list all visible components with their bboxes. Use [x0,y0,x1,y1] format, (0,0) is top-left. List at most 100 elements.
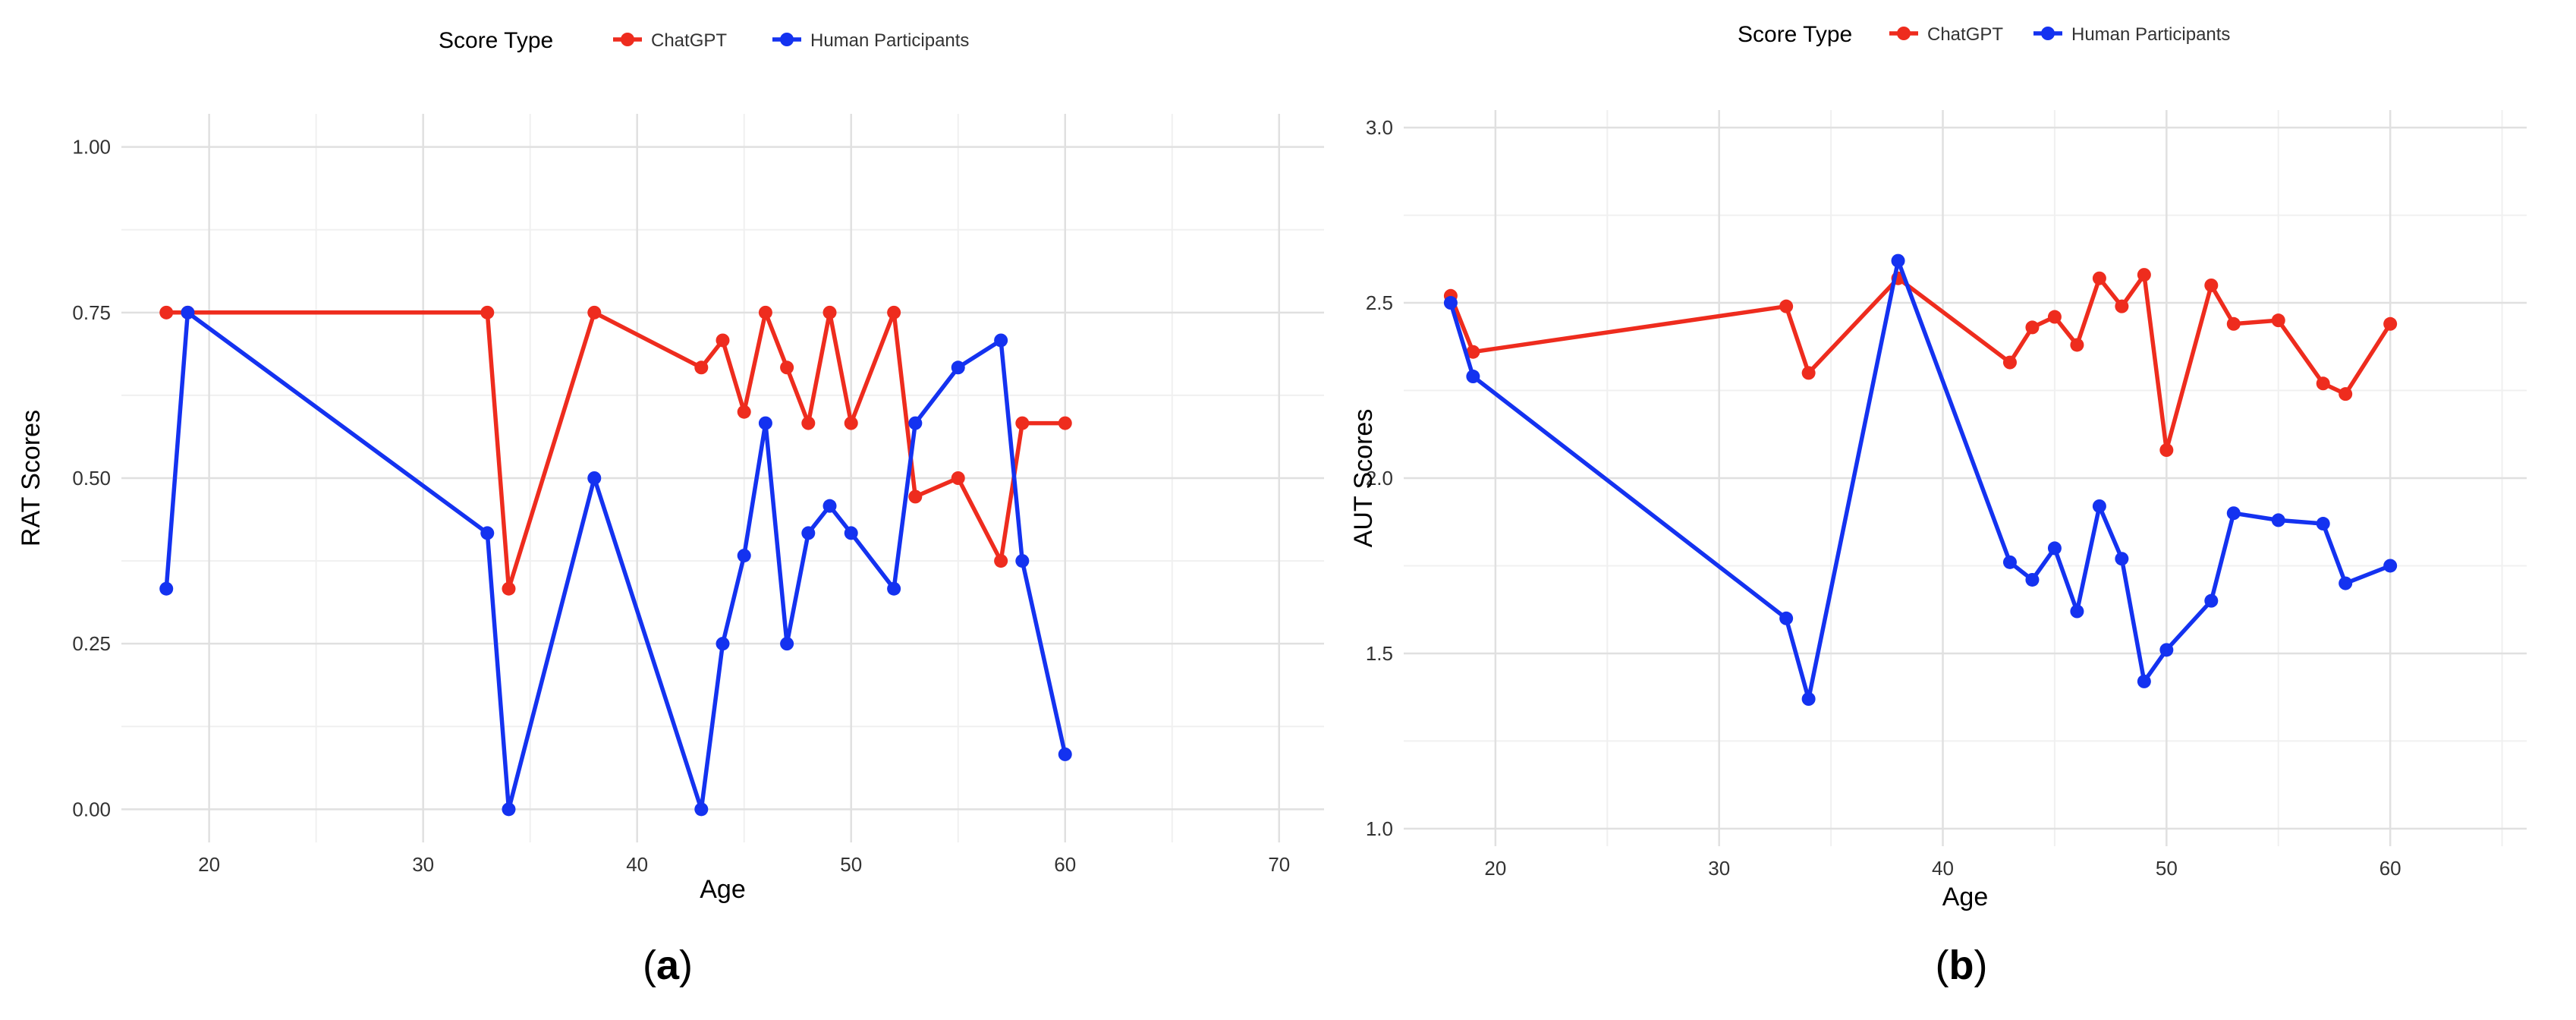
data-point [908,490,923,504]
legend-entry: ChatGPT [1889,24,2003,45]
x-axis-title: Age [700,875,746,904]
data-point [716,333,730,348]
data-point [2159,443,2174,458]
series-human-participants [1443,253,2398,706]
data-point [1779,299,1794,313]
series-human-participants [159,305,1072,817]
data-point [2115,299,2129,313]
data-point [2226,506,2241,521]
x-tick-label: 20 [198,853,220,876]
data-point [844,416,858,430]
x-tick-label: 70 [1268,853,1290,876]
data-point [716,637,730,651]
data-point [2115,552,2129,566]
data-point [780,360,794,375]
panel-b: 20 30 40 50 60 1.0 1.5 2.0 2.5 3.0 Age AUT Scores Sc… [1349,22,2527,988]
data-point [181,305,195,320]
series-chatgpt [159,305,1072,596]
data-point [502,581,516,596]
data-point [758,305,772,320]
data-point [2047,541,2062,556]
legend-label: ChatGPT [1927,24,2003,45]
x-tick-label: 30 [1708,857,1730,880]
data-point [801,526,816,540]
legend-entry: ChatGPT [613,30,727,51]
data-point [502,802,516,817]
data-point [1779,611,1794,625]
legend: Score Type ChatGPT Human Participants [1738,22,2230,47]
x-tick-label: 50 [840,853,862,876]
data-point [951,471,965,485]
y-tick-label: 0.25 [72,632,111,655]
data-point [1443,296,1458,310]
legend-title: Score Type [1738,22,1852,47]
x-tick-label: 20 [1484,857,1506,880]
y-tick-label: 2.5 [1366,291,1393,314]
data-point [951,360,965,375]
data-point [822,305,837,320]
data-point [780,637,794,651]
y-tick-label: 0.50 [72,467,111,490]
data-point [887,305,901,320]
data-point [1015,554,1030,568]
data-point [480,526,495,540]
data-point [2204,278,2219,292]
data-point [2339,387,2353,401]
x-tick-label: 30 [412,853,434,876]
x-tick-label: 60 [1054,853,1076,876]
data-point [587,471,602,485]
y-tick-label: 0.00 [72,798,111,820]
data-point [2002,555,2017,569]
data-point [1466,370,1480,384]
panel-label: (a) [643,943,693,988]
data-point [694,360,709,375]
data-point [2070,338,2084,352]
y-tick-label: 3.0 [1366,116,1393,139]
data-point [994,333,1008,348]
data-point [2271,513,2285,527]
data-point [887,581,901,596]
data-point [758,416,772,430]
data-point [159,305,174,320]
data-point [694,802,709,817]
data-point [1801,692,1816,706]
data-point [2137,674,2151,688]
legend-label: Human Participants [810,30,969,51]
data-point [1466,345,1480,359]
data-point [908,416,923,430]
legend: Score Type ChatGPT Human Participants [439,28,969,53]
y-tick-label: 1.5 [1366,642,1393,665]
y-tick-label: 1.00 [72,136,111,159]
data-point [2092,271,2106,285]
data-point [1058,747,1072,761]
data-point [2137,268,2151,282]
data-point [2316,517,2330,531]
legend-key-point [621,33,634,46]
data-point [2383,316,2398,331]
data-point [2025,572,2040,587]
data-point [844,526,858,540]
legend-label: Human Participants [2071,24,2230,45]
legend-key-point [1897,27,1911,40]
data-point [2070,604,2084,619]
data-point [2271,313,2285,328]
data-point [994,554,1008,568]
data-point [2226,316,2241,331]
data-point [737,549,751,563]
y-tick-label: 2.0 [1366,467,1393,490]
x-tick-label: 40 [1932,857,1954,880]
panel-a: 20 30 40 50 60 70 0.00 0.25 0.50 0.75 1.00 Age RAT S… [17,28,1324,988]
x-axis-title: Age [1942,883,1989,911]
legend-entry: Human Participants [2033,24,2230,45]
data-point [2002,355,2017,370]
data-point [2339,576,2353,590]
data-point [159,581,174,596]
legend-label: ChatGPT [651,30,727,51]
legend-key-point [2041,27,2055,40]
data-point [1891,253,1905,268]
data-point [480,305,495,320]
y-axis-title: RAT Scores [17,410,46,546]
data-point [2025,320,2040,335]
data-point [2204,593,2219,608]
